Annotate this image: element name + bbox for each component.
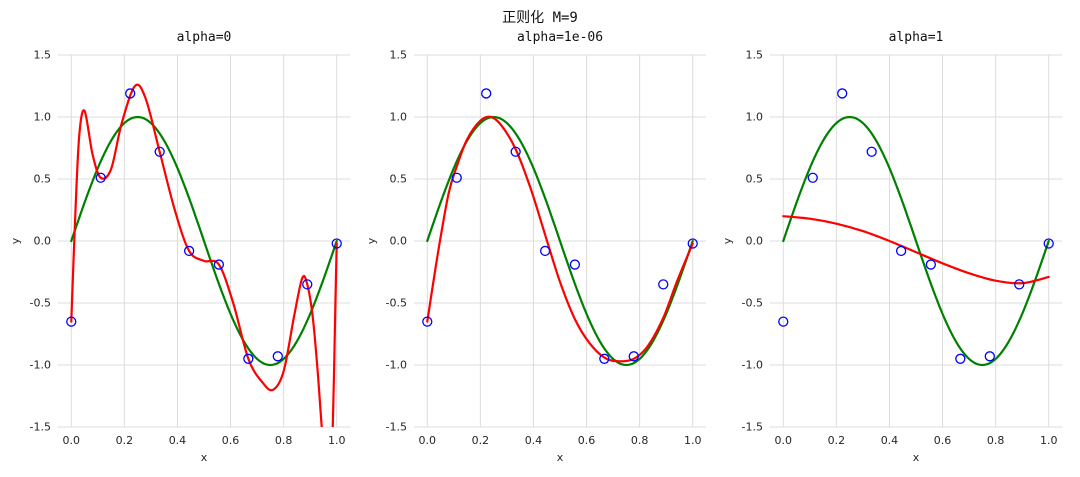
x-tick-label: 0.6 <box>222 434 240 447</box>
data-point <box>807 172 818 183</box>
subplot-title-2: alpha=1 <box>888 30 944 45</box>
y-tick-label: 1.0 <box>746 111 764 124</box>
data-point <box>628 351 639 362</box>
y-axis-label: y <box>365 237 378 244</box>
subplot-title-1: alpha=1e-06 <box>516 30 604 45</box>
x-axis-label: x <box>913 451 920 464</box>
subplot-svg-2: -1.5 -1.0 -0.5 0.0 0.5 1.0 1.5 0.0 0.2 0.4 0.6 0.8 1… <box>718 49 1074 469</box>
data-point <box>895 245 907 257</box>
plot-background <box>718 49 1074 469</box>
data-point <box>925 259 937 270</box>
data-point <box>510 146 521 157</box>
plot-background <box>6 49 362 469</box>
curves-group <box>70 83 338 427</box>
true-curve <box>782 115 1050 367</box>
x-tick-label: 0.6 <box>578 434 596 447</box>
data-point <box>213 259 225 270</box>
x-tick-label: 0.2 <box>828 434 846 447</box>
data-point <box>422 316 433 327</box>
y-tick-label: 1.0 <box>34 111 52 124</box>
y-tick-label: 1.5 <box>34 49 52 62</box>
fit-curve <box>782 215 1050 285</box>
y-tick-label: -0.5 <box>30 297 51 310</box>
y-axis-label: y <box>721 237 734 244</box>
x-tick-label: 1.0 <box>328 434 346 447</box>
y-tick-label: -1.0 <box>30 359 51 372</box>
data-point <box>984 351 995 362</box>
x-tick-label: 0.4 <box>881 434 899 447</box>
data-point <box>687 238 698 249</box>
y-tick-label: 0.5 <box>390 173 408 186</box>
y-tick-label: 0.5 <box>34 173 52 186</box>
x-tick-label: 0.0 <box>63 434 81 447</box>
y-tick-label: -0.5 <box>742 297 763 310</box>
y-tick-label: 0.0 <box>390 235 408 248</box>
y-tick-label: 1.5 <box>746 49 764 62</box>
figure-title: 正则化 M=9 <box>502 10 578 26</box>
x-tick-label: 0.0 <box>775 434 793 447</box>
data-point <box>66 316 77 327</box>
x-tick-label: 0.8 <box>275 434 293 447</box>
y-tick-label: -1.5 <box>742 421 763 434</box>
y-tick-label: 1.5 <box>390 49 408 62</box>
data-point <box>272 351 283 362</box>
y-tick-label: 0.0 <box>746 235 764 248</box>
y-tick-label: -1.0 <box>386 359 407 372</box>
data-point <box>1043 238 1054 249</box>
data-point <box>95 172 106 183</box>
data-point <box>599 353 610 364</box>
data-point <box>539 245 551 257</box>
y-axis-label: y <box>9 237 22 244</box>
x-tick-label: 0.4 <box>525 434 543 447</box>
x-tick-label: 0.0 <box>419 434 437 447</box>
x-tick-label: 1.0 <box>1040 434 1058 447</box>
subplot-title-0: alpha=0 <box>176 30 232 45</box>
data-point <box>451 172 462 183</box>
fit-curve <box>426 115 694 363</box>
x-tick-label: 0.2 <box>472 434 490 447</box>
subplot-alpha-0: alpha=0 -1.5 -1.0 -0.5 0.0 0.5 1.0 1.5 0.0 0.2 0.… <box>6 27 362 469</box>
data-point <box>1014 279 1025 290</box>
subplot-alpha-1e-06: alpha=1e-06 -1.5 -1.0 -0.5 0.0 0.5 1.0 1.5 0.0 0… <box>362 27 718 469</box>
y-tick-label: 1.0 <box>390 111 408 124</box>
x-tick-label: 0.2 <box>116 434 134 447</box>
data-point <box>331 238 342 249</box>
data-point <box>302 279 313 290</box>
x-tick-label: 0.4 <box>169 434 187 447</box>
curves-group <box>782 115 1050 367</box>
x-tick-label: 0.8 <box>631 434 649 447</box>
fit-curve <box>70 83 338 427</box>
y-tick-label: -1.5 <box>386 421 407 434</box>
data-point <box>154 146 165 157</box>
data-point <box>837 88 848 99</box>
x-tick-label: 0.8 <box>987 434 1005 447</box>
y-tick-label: -1.5 <box>30 421 51 434</box>
subplot-svg-0: -1.5 -1.0 -0.5 0.0 0.5 1.0 1.5 0.0 0.2 0.4 0.6 0.8 1… <box>6 49 362 469</box>
x-axis-label: x <box>201 451 208 464</box>
data-point <box>481 88 492 99</box>
y-tick-label: 0.0 <box>34 235 52 248</box>
subplot-alpha-1: alpha=1 -1.5 -1.0 -0.5 0.0 0.5 1.0 1.5 0.0 0.2 0.… <box>718 27 1074 469</box>
data-point <box>183 245 195 257</box>
subplot-svg-1: -1.5 -1.0 -0.5 0.0 0.5 1.0 1.5 0.0 0.2 0.4 0.6 0.8 1… <box>362 49 718 469</box>
x-axis-label: x <box>557 451 564 464</box>
x-tick-label: 0.6 <box>934 434 952 447</box>
true-curve <box>70 115 338 367</box>
y-tick-label: 0.5 <box>746 173 764 186</box>
data-point <box>569 259 581 270</box>
data-point <box>125 88 136 99</box>
subplots-row: alpha=0 -1.5 -1.0 -0.5 0.0 0.5 1.0 1.5 0.0 0.2 0.… <box>0 27 1080 469</box>
data-point <box>243 353 254 364</box>
data-point <box>778 316 789 327</box>
curves-group <box>426 115 694 367</box>
y-tick-label: -1.0 <box>742 359 763 372</box>
y-tick-label: -0.5 <box>386 297 407 310</box>
data-point <box>658 279 669 290</box>
data-point <box>866 146 877 157</box>
x-tick-label: 1.0 <box>684 434 702 447</box>
plot-background <box>362 49 718 469</box>
data-point <box>955 353 966 364</box>
